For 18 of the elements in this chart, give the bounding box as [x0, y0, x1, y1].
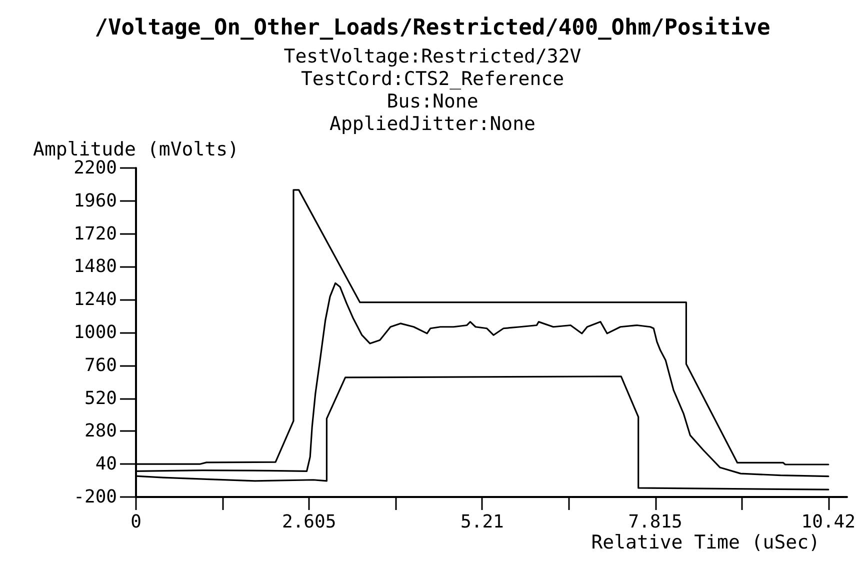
y-tick-label: 40 — [95, 454, 117, 475]
y-tick-label: 1720 — [74, 223, 117, 244]
chart-title: /Voltage_On_Other_Loads/Restricted/400_Ohm/Positive — [94, 16, 770, 40]
y-tick-label: 520 — [84, 388, 117, 409]
chart-subtitle: TestVoltage:Restricted/32V TestCord:CTS2_Reference Bus:None AppliedJitter:None — [284, 45, 582, 135]
x-tick-label: 7.815 — [628, 512, 682, 532]
x-axis-title: Relative Time (uSec) — [591, 532, 820, 554]
x-tick-label: 2.605 — [282, 512, 336, 532]
y-tick-label: 280 — [84, 420, 117, 442]
y-tick-label: 760 — [84, 354, 117, 376]
x-tick-label: 5.21 — [460, 512, 504, 532]
y-tick-label: 1240 — [74, 289, 117, 310]
y-tick-label: 1960 — [74, 190, 117, 212]
y-tick-label: 1480 — [74, 256, 117, 278]
y-tick-label: -200 — [74, 486, 117, 508]
x-tick-label: 0 — [130, 512, 142, 532]
y-tick-label: 1000 — [74, 322, 117, 343]
x-tick-label: 10.42 — [801, 512, 856, 532]
